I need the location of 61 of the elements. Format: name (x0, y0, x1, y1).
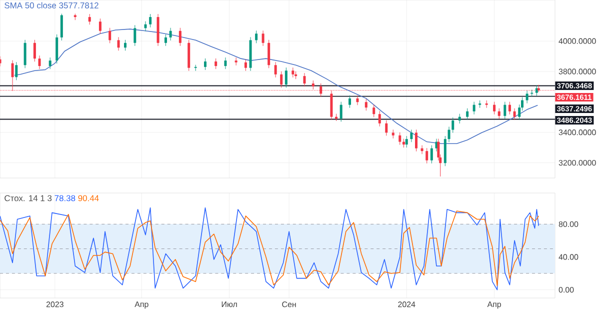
candlestick (472, 102, 476, 115)
candlestick (98, 18, 102, 34)
candlestick (493, 102, 496, 115)
candlestick (274, 62, 277, 78)
candlestick (356, 95, 359, 106)
candlestick (244, 59, 247, 72)
candlestick (280, 71, 283, 88)
candlestick (364, 98, 368, 111)
candlestick (498, 108, 500, 120)
candlestick (513, 108, 516, 120)
candlestick (38, 55, 41, 70)
candlestick (88, 14, 91, 25)
candlestick (458, 114, 461, 124)
candlestick (405, 136, 408, 148)
candlestick (255, 30, 258, 44)
candlestick (398, 132, 402, 146)
candlestick (303, 72, 306, 87)
candlestick (426, 148, 428, 164)
candlestick (466, 108, 469, 120)
candlestick (214, 58, 218, 70)
candlestick (224, 57, 227, 70)
candlestick (169, 28, 172, 41)
candlestick (410, 129, 413, 142)
candlestick (108, 28, 112, 44)
candlestick (452, 117, 454, 134)
candlestick (448, 126, 450, 142)
candlestick (33, 40, 36, 62)
candlestick (430, 145, 433, 164)
candlestick (526, 90, 528, 104)
candlestick (144, 21, 147, 32)
annotation: 78.38 (54, 195, 76, 202)
candlestick (284, 67, 288, 88)
candlestick (24, 40, 26, 68)
candlestick (164, 34, 167, 46)
candlestick (178, 28, 182, 46)
candlestick (292, 67, 294, 78)
candlestick (504, 102, 506, 120)
candlestick (268, 40, 270, 68)
candlestick (372, 104, 376, 118)
candlestick (134, 24, 136, 46)
annotation: 3577.7812 (59, 2, 98, 8)
text: SMA 50 close (4, 2, 56, 8)
candlestick (508, 102, 511, 115)
candlestick (15, 62, 18, 80)
candlestick (124, 40, 127, 51)
candlestick (204, 58, 206, 70)
candlestick (378, 110, 381, 127)
candlestick (340, 102, 342, 122)
candlestick (385, 120, 388, 136)
candlestick (348, 95, 352, 108)
candlestick (48, 57, 52, 70)
candlestick (262, 30, 264, 46)
candlestick (56, 34, 58, 64)
chart-title: Стох. 14 1 3 (4, 195, 52, 202)
candlestick (234, 57, 238, 66)
candlestick (117, 36, 120, 51)
candlestick (415, 129, 418, 152)
candlestick (60, 13, 63, 41)
candlestick (420, 145, 424, 154)
annotation: 90.44 (78, 195, 99, 202)
candlestick (149, 14, 152, 28)
